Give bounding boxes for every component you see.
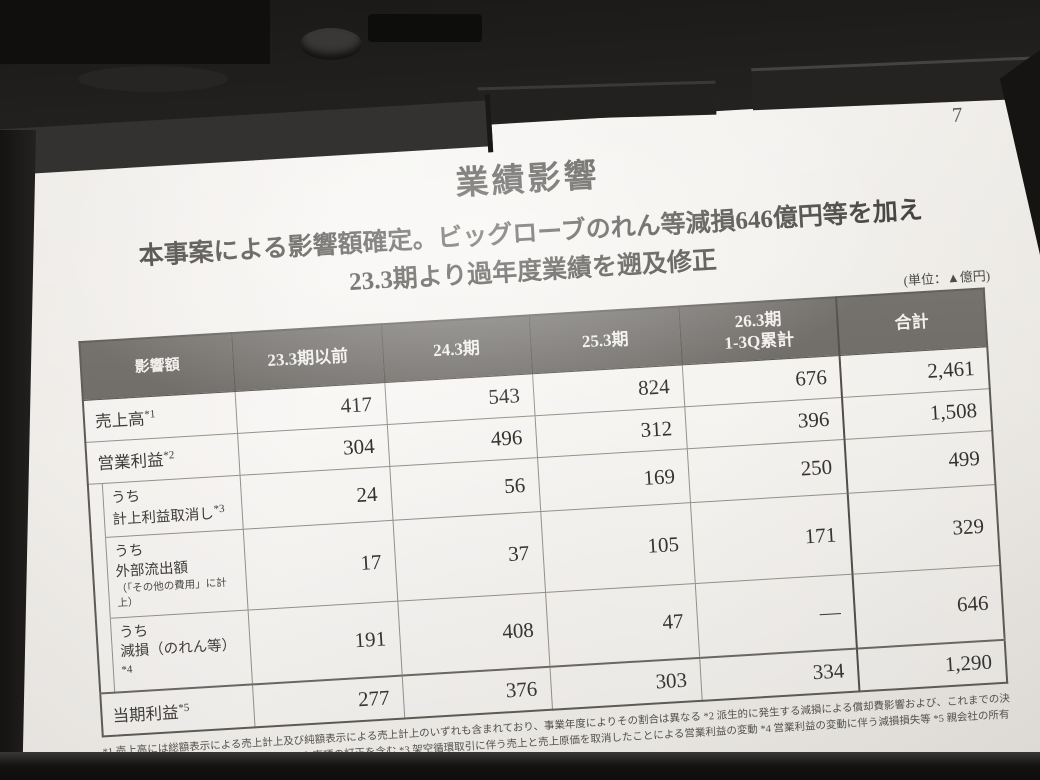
column-header-total: 合計 bbox=[836, 288, 988, 356]
column-header-fy24: 24.3期 bbox=[380, 315, 533, 383]
value-cell: 376 bbox=[401, 667, 553, 719]
row-label: うち 計上利益取消し*3 bbox=[101, 474, 243, 538]
value-cell: 303 bbox=[549, 658, 702, 711]
value-cell: 17 bbox=[242, 520, 398, 611]
value-cell: 37 bbox=[392, 512, 546, 602]
projection-screen-slide: 7 業績影響 本事案による影響額確定。ビッグローブのれん等減損646億円等を加え… bbox=[0, 86, 1040, 780]
row-label: うち 減損（のれん等）*4 bbox=[109, 610, 253, 694]
impact-table: 影響額 23.3期以前 24.3期 25.3期 26.3期 1-3Q累計 合計 … bbox=[78, 287, 1009, 738]
column-header-fy25: 25.3期 bbox=[528, 306, 682, 374]
ceiling-shadow bbox=[0, 0, 270, 64]
value-cell-total: 329 bbox=[847, 484, 1001, 575]
room-floor-band bbox=[0, 752, 1040, 780]
value-cell: 191 bbox=[247, 601, 402, 685]
value-cell-total: 499 bbox=[844, 430, 996, 494]
page-number: 7 bbox=[951, 102, 964, 127]
value-cell: 47 bbox=[545, 583, 700, 668]
row-label: 当期利益*5 bbox=[100, 684, 255, 737]
value-cell-total: 1,290 bbox=[856, 640, 1008, 692]
ceiling-slot bbox=[368, 14, 482, 42]
column-header-impact: 影響額 bbox=[79, 333, 235, 401]
value-cell-total: 646 bbox=[852, 565, 1005, 649]
value-cell: — bbox=[694, 574, 857, 659]
ceiling-light bbox=[300, 28, 362, 60]
value-cell: 334 bbox=[699, 648, 860, 702]
value-cell: 24 bbox=[239, 465, 393, 530]
ceiling-vent bbox=[78, 66, 228, 92]
value-cell: 56 bbox=[389, 457, 541, 521]
value-cell: 408 bbox=[397, 592, 550, 677]
column-header-fy23: 23.3期以前 bbox=[231, 324, 385, 391]
value-cell: 277 bbox=[252, 676, 405, 728]
row-label: うち 外部流出額 （「その他の費用」に計上） bbox=[105, 529, 248, 619]
ceiling-panel bbox=[477, 80, 717, 122]
value-cell: 105 bbox=[540, 503, 695, 593]
column-header-fy26: 26.3期 1-3Q累計 bbox=[678, 297, 840, 365]
value-cell: 250 bbox=[686, 438, 848, 504]
value-cell: 171 bbox=[690, 493, 853, 584]
value-cell: 169 bbox=[537, 448, 691, 513]
